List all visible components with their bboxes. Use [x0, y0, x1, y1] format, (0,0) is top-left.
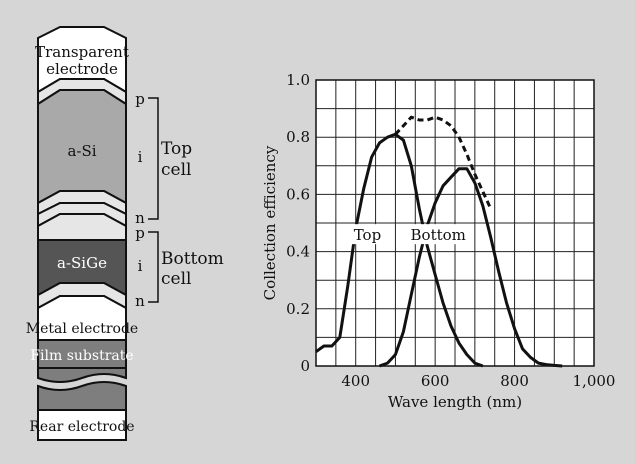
bracket-bottom-cell — [148, 231, 159, 303]
letter-bottom-n: n — [135, 292, 145, 310]
layer-label-transparent-line2: electrode — [46, 60, 118, 78]
bracket-top-cell — [148, 97, 159, 220]
annotation-label: Top — [354, 226, 381, 244]
layer-rear-electrode — [37, 409, 127, 441]
stack-break-lower — [37, 381, 127, 411]
y-tick-label: 0.8 — [286, 128, 310, 146]
y-axis-label: Collection efficiency — [261, 145, 279, 300]
letter-bottom-i: i — [138, 257, 143, 275]
bracket-label-bottom-line2: cell — [161, 269, 191, 289]
layer-label-metal: Metal electrode — [26, 321, 138, 337]
layer-label-a-si: a-Si — [67, 142, 96, 160]
y-tick-label: 0.4 — [286, 243, 310, 261]
y-tick-label: 0.2 — [286, 300, 310, 318]
y-tick-label: 0 — [300, 357, 310, 375]
letter-bottom-p: p — [135, 224, 145, 242]
layer-label-transparent-line1: Transparent — [35, 43, 129, 61]
layer-label-rear: Rear electrode — [29, 419, 134, 435]
letter-top-i: i — [138, 148, 143, 166]
bracket-label-top-line1: Top — [161, 139, 192, 159]
bracket-label-bottom-line1: Bottom — [161, 249, 224, 269]
annotation-bg — [350, 224, 384, 245]
layer-bottom-p2 — [37, 213, 127, 241]
solar-cell-stack: Transparent electrode a-Si a-SiGe Metal … — [26, 26, 224, 441]
layer-film-substrate — [37, 339, 127, 369]
letter-top-n: n — [135, 209, 145, 227]
ticks: 400 600 800 1,000 0 0.2 0.4 0.6 0.8 1.0 — [286, 71, 615, 390]
letter-top-p: p — [135, 90, 145, 108]
x-axis-label: Wave length (nm) — [388, 393, 522, 411]
grid — [316, 80, 594, 366]
x-tick-label: 600 — [421, 372, 450, 390]
layer-label-film: Film substrate — [30, 348, 133, 364]
y-tick-label: 0.6 — [286, 185, 310, 203]
series-line-bottom — [378, 167, 563, 368]
layer-label-a-sige: a-SiGe — [57, 254, 107, 272]
efficiency-chart: 400 600 800 1,000 0 0.2 0.4 0.6 0.8 1.0 Top Bottom… — [261, 71, 615, 411]
annotation-bg — [407, 224, 468, 245]
series-line-top — [315, 132, 484, 368]
x-tick-label: 800 — [500, 372, 529, 390]
y-tick-label: 1.0 — [286, 71, 310, 89]
x-tick-label: 1,000 — [573, 372, 616, 390]
series-line-total — [394, 115, 493, 210]
series — [315, 115, 563, 368]
annotations: Top Bottom — [350, 224, 468, 245]
annotation-label: Bottom — [411, 226, 466, 244]
stack-break — [37, 367, 127, 383]
bracket-label-top-line2: cell — [161, 160, 191, 180]
x-tick-label: 400 — [341, 372, 370, 390]
plot-frame — [315, 79, 595, 367]
